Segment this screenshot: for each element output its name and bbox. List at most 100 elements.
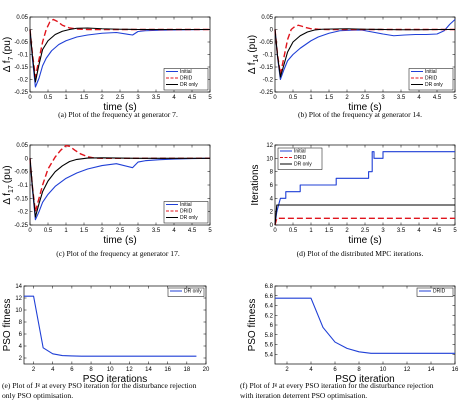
- series-line-dr-only: [29, 157, 210, 218]
- x-tick-label: 3: [136, 228, 140, 234]
- x-axis-label: time (s): [103, 235, 136, 246]
- x-tick-label: 4.5: [188, 95, 197, 101]
- chart-c: 0 0.5 1 1.5 2 2.5 3 3.5 4 4.5 5 -0.25 -0.2 -0.15 -0.1 -…: [2, 143, 212, 258]
- y-tick-label: -0.1: [18, 183, 29, 189]
- legend: DRID: [416, 287, 454, 297]
- x-tick-label: 5: [208, 95, 212, 101]
- x-tick-label: 16: [452, 367, 459, 373]
- x-tick-label: 1: [64, 95, 68, 101]
- x-axis-label: time (s): [348, 235, 381, 246]
- y-tick-label: -0.15: [259, 65, 273, 71]
- y-tick-label: 0.05: [261, 15, 273, 21]
- y-tick-label: 8: [270, 170, 274, 176]
- y-tick-label: -0.25: [14, 223, 28, 229]
- y-axis-label: PSO fitness: [247, 299, 258, 352]
- x-tick-label: 12: [404, 367, 411, 373]
- x-tick-label: 2: [345, 228, 349, 234]
- x-tick-label: 1: [309, 228, 313, 234]
- y-tick-label: 12: [15, 296, 22, 302]
- legend-entry: Initial: [425, 69, 437, 75]
- x-tick-label: 8: [357, 367, 361, 373]
- figure-caption-b: (b) Plot of the frequency at generator 1…: [298, 110, 422, 119]
- y-tick-label: -0.1: [263, 53, 274, 59]
- series-line-drid: [275, 297, 455, 354]
- series-line-drid: [274, 217, 455, 226]
- y-tick-label: 5.6: [265, 343, 274, 349]
- legend-entry: DR only: [180, 215, 198, 221]
- y-tick-label: 6.6: [265, 294, 274, 300]
- x-tick-label: 10: [107, 367, 114, 373]
- x-tick-label: 12: [126, 367, 133, 373]
- x-tick-label: 0.5: [44, 95, 53, 101]
- chart-b: 0 0.5 1 1.5 2 2.5 3 3.5 4 4.5 5 -0.25 -0.2 -0.15 -0.1 -…: [247, 15, 457, 119]
- chart-f: 2 4 6 8 10 12 14 16 5.4 5.6 5.8 6 6.2 6.4 6.6 6.8 PSO it…: [240, 284, 459, 400]
- y-axis-label: Δ f17(pu): [2, 165, 15, 204]
- y-tick-label: 2: [270, 210, 274, 216]
- y-tick-label: -0.05: [14, 170, 28, 176]
- x-tick-label: 1.5: [80, 95, 89, 101]
- x-axis-label: time (s): [103, 102, 136, 113]
- x-tick-label: 3.5: [152, 228, 161, 234]
- legend-entry: DRID: [294, 155, 307, 161]
- x-tick-label: 4.5: [188, 228, 197, 234]
- x-tick-label: 5: [453, 228, 457, 234]
- legend-entry: Initial: [180, 69, 192, 75]
- legend-entry: DR only: [294, 162, 312, 168]
- y-tick-label: 4: [19, 344, 23, 350]
- legend-entry: DR only: [425, 82, 443, 88]
- y-tick-label: 0: [25, 156, 29, 162]
- series-line-initial: [274, 151, 455, 226]
- y-tick-label: -0.15: [14, 65, 28, 71]
- series-line-initial: [29, 28, 211, 88]
- figure-caption-f: (f) Plot of Jᵍ at every PSO iteration fo…: [240, 381, 434, 390]
- y-tick-label: -0.2: [18, 78, 29, 84]
- x-tick-label: 1.5: [80, 228, 89, 234]
- x-tick-label: 2: [100, 228, 104, 234]
- x-tick-label: 0.5: [289, 95, 298, 101]
- x-tick-label: 18: [183, 367, 190, 373]
- x-tick-label: 2.5: [361, 95, 370, 101]
- figure-caption-e: only PSO optimisation.: [2, 391, 73, 400]
- y-tick-label: 10: [266, 156, 273, 162]
- x-tick-label: 10: [380, 367, 387, 373]
- x-tick-label: 0.5: [289, 228, 298, 234]
- x-tick-label: 2: [285, 367, 289, 373]
- y-tick-label: 10: [15, 308, 22, 314]
- legend-box: [167, 287, 205, 297]
- y-tick-label: 12: [266, 143, 273, 149]
- y-tick-label: 6: [270, 183, 274, 189]
- y-tick-label: -0.1: [18, 53, 29, 59]
- x-tick-label: 3: [381, 95, 385, 101]
- x-tick-label: 2.5: [116, 228, 125, 234]
- x-tick-label: 14: [145, 367, 152, 373]
- y-axis-label: Iterations: [250, 164, 261, 205]
- x-tick-label: 1: [64, 228, 68, 234]
- figure-caption-c: (c) Plot of the frequency at generator 1…: [56, 249, 180, 258]
- y-tick-label: 6.8: [265, 284, 274, 290]
- plot-area-f: [274, 285, 456, 365]
- x-axis-label: PSO iteration: [335, 374, 394, 385]
- x-tick-label: 20: [203, 367, 210, 373]
- y-tick-label: 4: [270, 196, 274, 202]
- x-tick-label: 2: [345, 95, 349, 101]
- series-line-dr-only: [29, 27, 210, 83]
- x-tick-label: 0: [273, 95, 277, 101]
- x-tick-label: 0.5: [44, 228, 53, 234]
- legend-entry: DRID: [433, 289, 446, 295]
- x-tick-label: 3.5: [397, 228, 406, 234]
- legend-entry: Initial: [294, 149, 306, 155]
- x-tick-label: 3: [381, 228, 385, 234]
- series-line-initial: [274, 19, 456, 81]
- x-tick-label: 3: [136, 95, 140, 101]
- y-axis-label: Δ f7(pu): [2, 37, 15, 72]
- y-tick-label: 0.05: [16, 15, 28, 21]
- x-tick-label: 1.5: [325, 228, 334, 234]
- chart-a: 0 0.5 1 1.5 2 2.5 3 3.5 4 4.5 5 -0.25 -0.2 -0.15 -0.1 -…: [2, 15, 212, 119]
- y-tick-label: 6: [19, 332, 23, 338]
- y-tick-label: 6.4: [265, 304, 274, 310]
- x-tick-label: 4: [309, 367, 313, 373]
